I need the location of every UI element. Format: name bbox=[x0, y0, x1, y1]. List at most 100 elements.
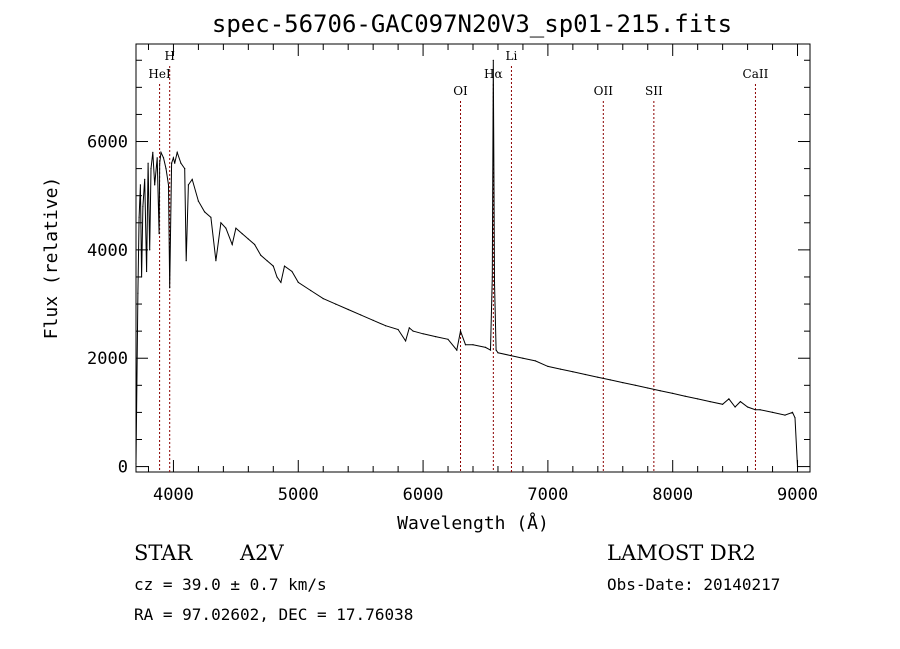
spectrum-data-point bbox=[597, 376, 599, 378]
spectrum-data-point bbox=[497, 352, 499, 354]
spectrum-data-point bbox=[734, 406, 736, 408]
spectrum-data-point bbox=[235, 227, 237, 229]
spectrum-data-point bbox=[659, 390, 661, 392]
spectrum-data-point bbox=[283, 265, 286, 267]
spectrum-data-point bbox=[647, 387, 649, 389]
spectrum-data-point bbox=[174, 162, 176, 164]
spectrum-data-point bbox=[147, 162, 149, 164]
spectrum-data-point bbox=[162, 157, 165, 159]
spectral-line-label: OII bbox=[594, 84, 614, 98]
plot-frame bbox=[135, 43, 811, 473]
spectrum-data-point bbox=[772, 411, 774, 413]
spectrum-data-point bbox=[684, 395, 686, 397]
spectrum-data-point bbox=[165, 168, 167, 170]
spectrum-data-point bbox=[272, 265, 274, 267]
spectral-line-label: SII bbox=[645, 84, 663, 98]
spectrum-data-point bbox=[372, 319, 374, 321]
spectrum-data-point bbox=[158, 233, 160, 235]
spectrum-data-point bbox=[171, 162, 173, 164]
y-tick-label: 2000 bbox=[87, 349, 128, 369]
spectrum-series-line bbox=[135, 60, 798, 467]
spectrum-data-point bbox=[728, 398, 730, 400]
spectrum-data-point bbox=[215, 260, 217, 262]
spectrum-data-point bbox=[247, 238, 249, 240]
spectrum-data-point bbox=[491, 276, 493, 278]
spectrum-data-point bbox=[456, 349, 458, 351]
spectral-class-label: A2V bbox=[239, 541, 285, 565]
spectrum-data-point bbox=[794, 417, 796, 419]
spectrum-data-point bbox=[160, 151, 162, 153]
x-tick-label: 7000 bbox=[527, 485, 568, 505]
spectrum-data-point bbox=[509, 354, 511, 357]
spectrum-data-point bbox=[144, 178, 146, 180]
spectrum-data-point bbox=[167, 184, 170, 186]
spectrum-data-point bbox=[156, 157, 158, 159]
spectrum-data-point bbox=[220, 222, 222, 224]
spectrum-data-point bbox=[796, 466, 799, 468]
spectrum-data-point bbox=[622, 382, 624, 384]
spectrum-data-point bbox=[489, 349, 492, 351]
spectrum-data-point bbox=[141, 276, 143, 278]
spectrum-data-point bbox=[360, 314, 362, 316]
spectrum-data-point bbox=[172, 157, 174, 159]
coordinates-label: RA = 97.02602, DEC = 17.76038 bbox=[134, 605, 413, 624]
spectrum-data-point bbox=[225, 227, 227, 229]
spectrum-data-point bbox=[254, 243, 256, 246]
spectrum-data-point bbox=[187, 184, 189, 186]
y-tick-label: 0 bbox=[118, 458, 128, 478]
spectrum-data-point bbox=[697, 398, 699, 400]
spectrum-data-point bbox=[784, 414, 786, 416]
spectrum-data-point bbox=[791, 411, 794, 413]
spectrum-data-point bbox=[464, 344, 467, 346]
spectrum-data-point bbox=[634, 384, 636, 386]
spectrum-data-point bbox=[176, 151, 178, 153]
spectrum-data-point bbox=[291, 270, 293, 273]
spectrum-data-point bbox=[266, 260, 268, 262]
spectrum-data-point bbox=[397, 328, 399, 331]
spectrum-data-point bbox=[547, 365, 549, 367]
spectrum-data-point bbox=[184, 168, 186, 170]
spectrum-data-point bbox=[484, 346, 487, 348]
spectrum-data-point bbox=[138, 216, 140, 218]
spectrum-data-point bbox=[276, 276, 278, 278]
spectrum-data-point bbox=[231, 243, 233, 246]
spectrum-data-point bbox=[146, 270, 148, 273]
x-tick-label: 5000 bbox=[278, 485, 319, 505]
spectral-line-label: Li bbox=[506, 49, 518, 63]
spectral-line-label: HeI bbox=[148, 67, 171, 81]
spectrum-data-point bbox=[495, 349, 497, 351]
spectrum-data-point bbox=[722, 403, 724, 405]
obs-date-label: Obs-Date: 20140217 bbox=[607, 575, 780, 594]
spectrum-data-point bbox=[709, 401, 711, 403]
survey-label: LAMOST DR2 bbox=[607, 541, 756, 565]
spectral-line-label: H bbox=[164, 49, 174, 63]
spectrum-data-point bbox=[180, 162, 182, 164]
spectrum-data-point bbox=[759, 409, 761, 411]
x-tick-label: 8000 bbox=[652, 485, 693, 505]
spectrum-data-point bbox=[747, 406, 749, 408]
spectrum-data-point bbox=[310, 289, 312, 292]
spectrum-data-point bbox=[322, 298, 324, 300]
spectrum-data-point bbox=[204, 211, 206, 213]
spectrum-data-point bbox=[522, 357, 524, 359]
x-tick-label: 4000 bbox=[153, 485, 194, 505]
x-tick-label: 6000 bbox=[403, 485, 444, 505]
y-tick-label: 4000 bbox=[87, 241, 128, 261]
spectrum-data-point bbox=[135, 463, 137, 465]
spectrum-data-point bbox=[149, 249, 151, 251]
spectrum-data-point bbox=[672, 392, 674, 394]
spectrum-data-point bbox=[534, 360, 537, 362]
spectrum-data-point bbox=[280, 281, 282, 283]
spectrum-data-point bbox=[492, 59, 494, 61]
spectrum-data-point bbox=[584, 373, 586, 376]
spectrum-data-point bbox=[185, 260, 187, 262]
spectrum-data-point bbox=[137, 292, 139, 294]
spectrum-data-point bbox=[241, 233, 243, 235]
spectrum-data-point bbox=[260, 254, 262, 256]
spectrum-data-point bbox=[150, 168, 152, 170]
spectrum-data-point bbox=[754, 409, 756, 411]
spectrum-data-point bbox=[385, 325, 387, 327]
redshift-label: cz = 39.0 ± 0.7 km/s bbox=[134, 575, 327, 594]
spectrum-data-point bbox=[739, 401, 742, 403]
spectrum-data-point bbox=[405, 340, 407, 342]
